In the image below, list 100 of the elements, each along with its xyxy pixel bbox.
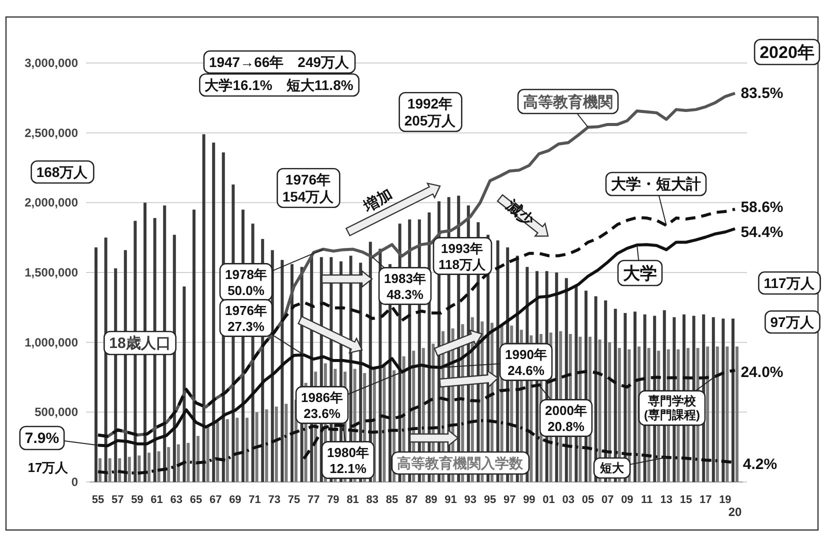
series-label: 大学	[623, 264, 657, 282]
data-label: 1983年48.3%	[384, 270, 426, 302]
bar	[186, 442, 190, 482]
x-tick-label: 75	[288, 494, 300, 506]
annotation: 大学16.1% 短大11.8%	[199, 73, 360, 97]
bar	[192, 210, 196, 482]
data-label: 1976年27.3%	[225, 302, 267, 334]
annotation: 168万人	[30, 160, 94, 184]
annotation: 1992年205万人	[398, 92, 462, 132]
y-tick-label: 3,000,000	[24, 56, 78, 70]
annotation: 1993年118万人	[438, 240, 486, 272]
x-tick-label: 67	[209, 494, 222, 506]
x-tick-label: 99	[523, 494, 536, 506]
bar	[255, 412, 258, 482]
x-tick-label: 97	[503, 494, 516, 506]
bar	[634, 312, 636, 482]
bar	[290, 264, 294, 482]
data-label: 58.6%	[740, 198, 784, 216]
x-tick-label: 89	[425, 494, 438, 506]
data-label: 1986年23.6%	[301, 390, 343, 420]
annotation: 2020年	[754, 38, 820, 66]
x-tick-label: 57	[111, 494, 124, 506]
data-label: 1978年50.0%	[225, 266, 267, 298]
y-tick-label: 2,000,000	[24, 196, 78, 210]
x-tick-label: 91	[444, 494, 457, 506]
data-label: 83.5%	[740, 84, 784, 102]
x-tick-label: 71	[248, 494, 261, 506]
bar	[108, 458, 112, 482]
series-label: 高等教育機関入学数	[397, 455, 524, 471]
series-label: 専門学校(専門課程)	[644, 394, 700, 422]
bar	[284, 404, 288, 482]
annotation: 1993年118万人	[432, 237, 492, 275]
text: 17万人	[28, 460, 70, 474]
x-tick-label: 77	[307, 494, 320, 506]
y-tick-label: 1,500,000	[24, 266, 78, 280]
x-tick-label: 61	[150, 494, 163, 506]
x-tick-label: 93	[464, 494, 477, 506]
bar	[196, 436, 200, 482]
annotation: 117万人	[758, 271, 821, 295]
bar	[212, 142, 216, 482]
label-series: 大学	[617, 244, 663, 286]
x-tick-label: 01	[542, 494, 555, 506]
series-label: 大学・短大計	[611, 176, 701, 192]
x-tick-label: 15	[680, 494, 692, 506]
bar	[226, 419, 229, 482]
data-label: 1990年24.6%	[505, 346, 547, 378]
bar	[246, 418, 248, 482]
y-tick-label: 2,500,000	[24, 126, 78, 140]
bar	[716, 346, 719, 482]
annotation: 1976年154万人	[276, 168, 340, 208]
label-series: 18歳人口	[104, 330, 176, 356]
bar	[128, 456, 131, 482]
label-series: 大学・短大計	[605, 172, 707, 226]
annotation: 大学16.1% 短大11.8%	[204, 77, 354, 93]
data-label: 7.9%	[24, 430, 60, 446]
annotation: 1992年205万人	[404, 96, 457, 128]
y-tick-label: 0	[71, 475, 78, 489]
bar	[732, 318, 734, 482]
bar	[265, 409, 268, 482]
bar	[722, 318, 725, 482]
x-tick-label: 95	[484, 494, 496, 506]
bar	[202, 134, 206, 482]
series-label: 高等教育機関	[523, 92, 613, 110]
bar	[216, 422, 220, 482]
data-label: 24.0%	[740, 364, 784, 380]
x-tick-label: 19	[719, 494, 732, 506]
bar	[382, 366, 386, 482]
x-tick-label: 07	[601, 494, 614, 506]
label-series: 高等教育機関入学数	[391, 451, 530, 475]
annotation: 97万人	[764, 310, 820, 334]
x-tick-label: 03	[562, 494, 575, 506]
y-tick-label: 500,000	[34, 405, 78, 420]
bar	[94, 247, 98, 482]
x-tick-label: 83	[366, 494, 379, 506]
data-label: 2000年20.8%	[545, 402, 587, 434]
x-tick-label: 20	[728, 505, 742, 519]
data-label: 4.2%	[742, 456, 778, 472]
bar	[274, 406, 278, 482]
annotation: 増加	[359, 184, 396, 216]
x-tick-label: 81	[346, 494, 359, 506]
x-tick-label: 11	[640, 494, 653, 506]
x-tick-label: 17	[699, 494, 712, 506]
label-series: 専門学校(専門課程)	[638, 376, 716, 426]
bar	[148, 452, 150, 482]
bar	[726, 346, 729, 482]
x-tick-label: 13	[660, 494, 673, 506]
data-label: 54.4%	[740, 224, 784, 240]
series-label: 18歳人口	[109, 334, 171, 352]
x-tick-label: 09	[621, 494, 634, 506]
label-series: 短大	[593, 456, 667, 479]
x-tick-label: 85	[386, 494, 398, 506]
bar	[280, 260, 284, 482]
y-tick-label: 1,000,000	[24, 335, 78, 350]
bar	[706, 346, 710, 482]
bar	[182, 286, 186, 482]
x-tick-label: 79	[327, 494, 340, 506]
x-tick-label: 69	[229, 494, 242, 506]
annotation: 1947→66年 249万人	[208, 54, 350, 70]
annotation: 1976年154万人	[282, 172, 335, 204]
data-label: 1980年12.1%	[327, 444, 369, 476]
